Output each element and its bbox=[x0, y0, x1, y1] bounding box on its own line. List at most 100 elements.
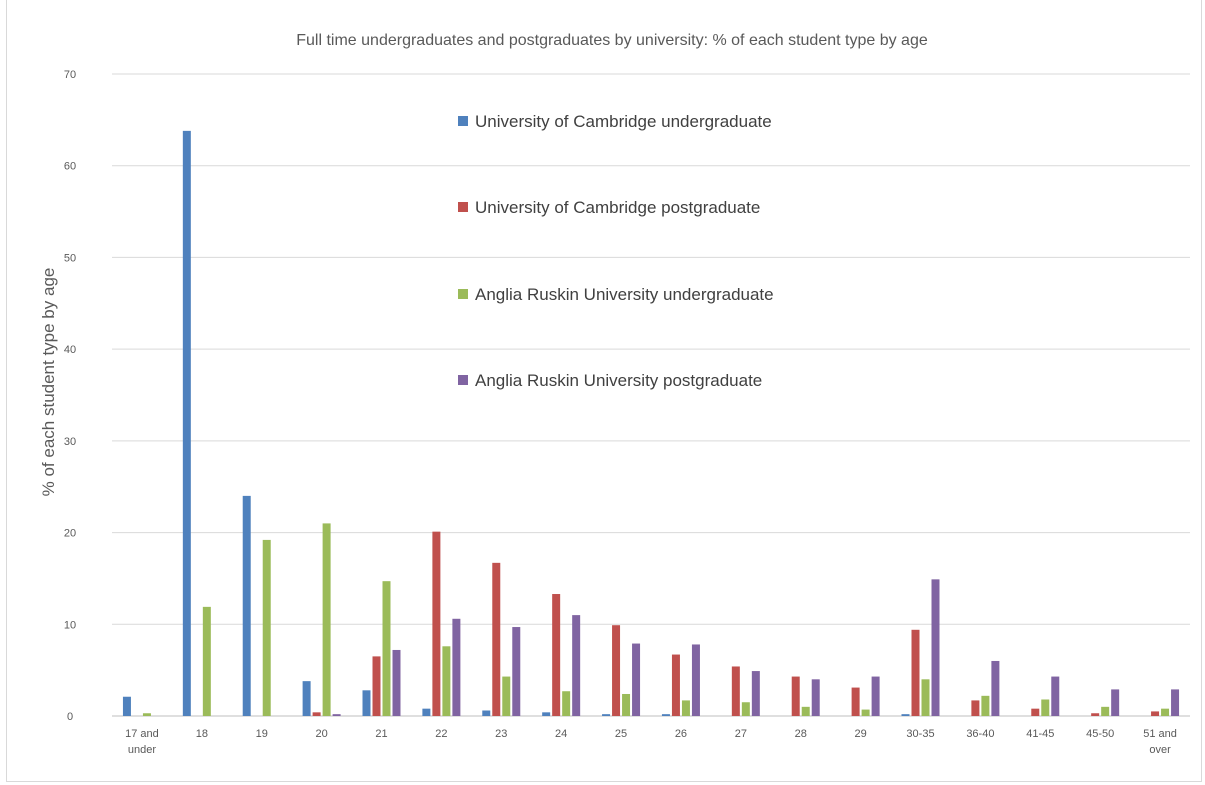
bar bbox=[751, 671, 760, 716]
bar bbox=[691, 644, 700, 716]
bar bbox=[971, 700, 980, 716]
x-tick-label: 24 bbox=[555, 728, 567, 740]
bar bbox=[142, 713, 151, 716]
y-tick-label: 40 bbox=[64, 344, 76, 356]
x-tick-label: 29 bbox=[854, 728, 866, 740]
bar bbox=[442, 646, 451, 716]
x-tick-label: 21 bbox=[375, 728, 387, 740]
legend: University of Cambridge undergraduate Uni… bbox=[458, 112, 774, 390]
bar bbox=[901, 714, 910, 716]
bar bbox=[432, 531, 441, 716]
bar bbox=[572, 615, 581, 716]
bar bbox=[1051, 676, 1060, 716]
bar bbox=[981, 695, 990, 716]
x-tick-label: 36-40 bbox=[966, 728, 994, 740]
x-tick-label: 27 bbox=[735, 728, 747, 740]
bar bbox=[1101, 706, 1110, 716]
y-axis-label: % of each student type by age bbox=[39, 268, 58, 497]
bar bbox=[452, 618, 461, 716]
bar bbox=[202, 606, 211, 716]
bar bbox=[602, 714, 611, 716]
bar bbox=[741, 702, 750, 716]
bar bbox=[851, 687, 860, 716]
x-tick-label: 20 bbox=[315, 728, 327, 740]
bar bbox=[492, 562, 501, 716]
y-tick-label: 60 bbox=[64, 161, 76, 173]
x-tick-label: 30-35 bbox=[906, 728, 934, 740]
bar bbox=[1161, 708, 1170, 716]
x-tick-label: 22 bbox=[435, 728, 447, 740]
legend-swatch bbox=[458, 289, 468, 299]
y-tick-label: 70 bbox=[64, 69, 76, 81]
bar bbox=[1091, 713, 1100, 716]
bar bbox=[931, 579, 940, 716]
x-tick-label: 19 bbox=[256, 728, 268, 740]
bar bbox=[681, 700, 690, 716]
bar bbox=[811, 679, 820, 716]
bar bbox=[1031, 708, 1040, 716]
bar bbox=[332, 714, 341, 716]
bar bbox=[801, 706, 810, 716]
x-tick-label: under bbox=[128, 744, 156, 756]
chart-title: Full time undergraduates and postgraduat… bbox=[296, 32, 928, 49]
bar bbox=[562, 691, 571, 716]
legend-label: University of Cambridge postgraduate bbox=[475, 198, 760, 217]
bar bbox=[392, 649, 401, 716]
bar bbox=[871, 676, 880, 716]
bar bbox=[671, 654, 680, 716]
legend-swatch bbox=[458, 375, 468, 385]
bar bbox=[911, 629, 920, 716]
bar bbox=[861, 709, 870, 716]
bar bbox=[322, 523, 331, 716]
x-tick-label: 45-50 bbox=[1086, 728, 1114, 740]
bar bbox=[1171, 689, 1180, 716]
bar bbox=[362, 690, 371, 716]
legend-label: Anglia Ruskin University postgraduate bbox=[475, 371, 762, 390]
bar bbox=[312, 712, 321, 716]
x-tick-label: over bbox=[1149, 744, 1171, 756]
bar bbox=[1151, 711, 1160, 716]
bar bbox=[302, 681, 311, 716]
legend-label: University of Cambridge undergraduate bbox=[475, 112, 772, 131]
bar bbox=[502, 676, 511, 716]
bar bbox=[991, 660, 1000, 716]
bar bbox=[242, 495, 251, 716]
chart-frame bbox=[6, 0, 1202, 782]
y-tick-label: 0 bbox=[67, 711, 73, 723]
legend-label: Anglia Ruskin University undergraduate bbox=[475, 285, 774, 304]
bar bbox=[422, 708, 431, 716]
y-tick-label: 10 bbox=[64, 619, 76, 631]
bar bbox=[622, 693, 631, 716]
bar bbox=[731, 666, 740, 716]
x-tick-label: 23 bbox=[495, 728, 507, 740]
x-axis-ticks: 17 and under 18 19 20 21 22 23 24 25 26 27 28 29 30-35… bbox=[125, 728, 1177, 756]
bar bbox=[791, 676, 800, 716]
bar bbox=[382, 581, 391, 716]
y-axis-ticks: 0 10 20 30 40 50 60 70 bbox=[64, 69, 76, 723]
x-tick-label: 28 bbox=[795, 728, 807, 740]
x-tick-label: 17 and bbox=[125, 728, 159, 740]
gridlines bbox=[112, 73, 1190, 717]
bar bbox=[122, 696, 131, 716]
bar bbox=[542, 712, 551, 716]
bars bbox=[122, 130, 1180, 716]
y-tick-label: 50 bbox=[64, 252, 76, 264]
bar bbox=[552, 594, 561, 716]
bar bbox=[372, 656, 381, 716]
bar bbox=[1041, 699, 1050, 716]
bar bbox=[661, 714, 670, 716]
y-tick-label: 30 bbox=[64, 436, 76, 448]
x-tick-label: 26 bbox=[675, 728, 687, 740]
bar bbox=[612, 625, 621, 716]
y-tick-label: 20 bbox=[64, 528, 76, 540]
legend-swatch bbox=[458, 116, 468, 126]
x-tick-label: 51 and bbox=[1143, 728, 1177, 740]
x-tick-label: 25 bbox=[615, 728, 627, 740]
bar bbox=[632, 643, 641, 716]
bar bbox=[1111, 689, 1120, 716]
x-tick-label: 41-45 bbox=[1026, 728, 1054, 740]
bar bbox=[182, 130, 191, 716]
legend-swatch bbox=[458, 202, 468, 212]
bar bbox=[262, 539, 271, 716]
